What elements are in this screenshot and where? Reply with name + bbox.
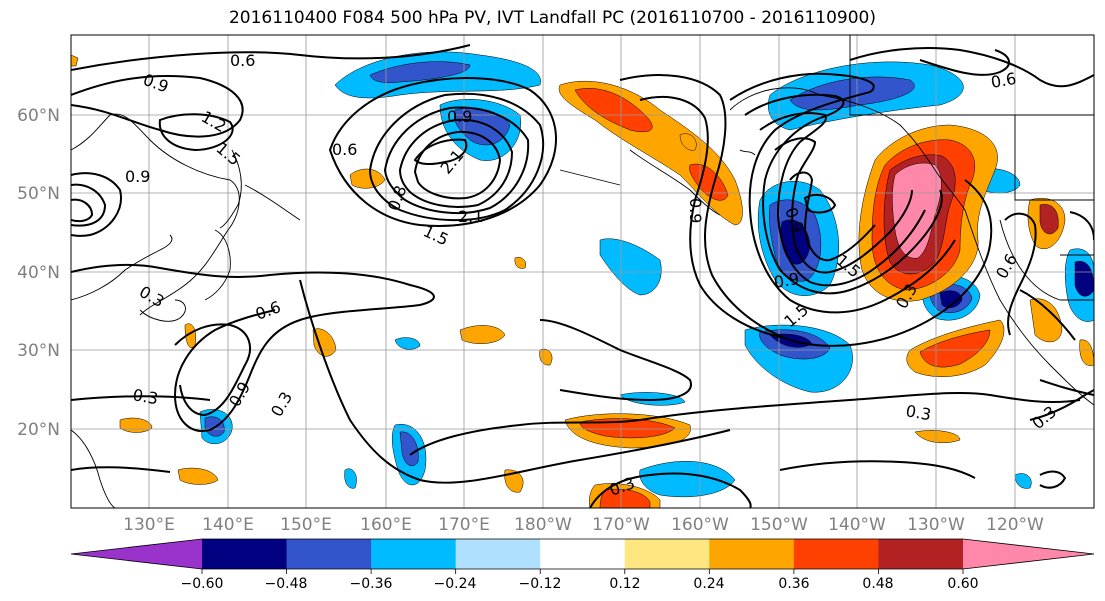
colorbar-tick-label: −0.48 xyxy=(265,576,308,592)
lon-label: 140°W xyxy=(828,515,886,535)
colorbar-tick-label: −0.60 xyxy=(181,576,224,592)
fill-positive xyxy=(689,163,729,201)
colorbar-segments xyxy=(71,539,1094,569)
fill-positive xyxy=(892,162,942,259)
fill-positive xyxy=(579,418,676,439)
colorbar-tick-label: −0.36 xyxy=(350,576,393,592)
lon-label: 170°E xyxy=(438,515,490,535)
fill-positive xyxy=(599,488,651,508)
colorbar-segment xyxy=(371,539,457,569)
colorbar-segment xyxy=(540,539,626,569)
lon-label: 160°W xyxy=(671,515,729,535)
lat-label: 50°N xyxy=(17,184,60,204)
fill-negative xyxy=(369,61,471,83)
map-frame xyxy=(70,34,1095,509)
contour-label: 0.3 xyxy=(904,401,932,424)
lon-label: 130°E xyxy=(123,515,175,535)
map-area: 0.6 0.9 1.2 1.5 0.9 0.6 0.9 0.8 2.1 1.5 … xyxy=(71,35,1094,508)
lon-label: 170°W xyxy=(592,515,650,535)
lon-label: 160°E xyxy=(360,515,412,535)
fill-positive xyxy=(71,54,79,67)
pv-contours xyxy=(71,44,1094,508)
contour-label: 0.9 xyxy=(686,198,705,223)
colorbar-tick-label: −0.24 xyxy=(434,576,477,592)
fill-positive xyxy=(177,467,219,485)
fill-positive xyxy=(1079,339,1094,366)
pv-anomaly-fills xyxy=(71,51,1094,508)
colorbar: −0.60 −0.48 −0.36 −0.24 −0.12 0.12 0.24 … xyxy=(70,538,1095,592)
colorbar-extend-low xyxy=(71,539,202,569)
colorbar-tick-label: 0.60 xyxy=(947,576,978,592)
colorbar-segment xyxy=(286,539,372,569)
lat-label: 30°N xyxy=(17,341,60,361)
fill-negative xyxy=(399,431,419,467)
fill-positive xyxy=(459,325,506,344)
colorbar-extend-high xyxy=(963,539,1094,569)
contour-label: 0.9 xyxy=(772,269,800,292)
colorbar-segment xyxy=(878,539,964,569)
colorbar-tick-label: 0.48 xyxy=(862,576,893,592)
contour-label: 0.6 xyxy=(332,140,357,159)
contour-label: 0.9 xyxy=(125,167,150,186)
lon-label: 180°W xyxy=(514,515,572,535)
colorbar-tick-label: −0.12 xyxy=(519,576,562,592)
fill-negative xyxy=(599,238,662,296)
fill-positive xyxy=(514,257,526,269)
colorbar-ticks xyxy=(201,569,964,574)
lat-label: 60°N xyxy=(17,106,60,126)
graticule xyxy=(71,35,1094,508)
lat-label: 20°N xyxy=(17,420,60,440)
colorbar-labels: −0.60 −0.48 −0.36 −0.24 −0.12 0.12 0.24 … xyxy=(181,576,979,592)
lon-label: 130°W xyxy=(907,515,965,535)
lon-label: 120°W xyxy=(986,515,1044,535)
lon-label: 150°W xyxy=(750,515,808,535)
fill-positive xyxy=(1039,204,1059,235)
colorbar-tick-label: 0.36 xyxy=(778,576,809,592)
colorbar-segment xyxy=(202,539,288,569)
fill-positive xyxy=(1029,298,1063,343)
contour-label: 0.6 xyxy=(230,51,255,70)
fill-negative xyxy=(639,461,736,498)
lon-label: 150°E xyxy=(280,515,332,535)
map-title: 2016110400 F084 500 hPa PV, IVT Landfall… xyxy=(228,8,876,28)
colorbar-segment xyxy=(709,539,795,569)
fill-positive xyxy=(574,88,653,133)
latitude-labels: 60°N 50°N 40°N 30°N 20°N xyxy=(17,106,60,440)
lon-label: 140°E xyxy=(202,515,254,535)
coastlines xyxy=(71,35,1094,508)
contour-label: 2.1 xyxy=(458,207,483,226)
fill-negative xyxy=(939,290,963,308)
colorbar-segment xyxy=(793,539,879,569)
fill-negative xyxy=(789,76,915,111)
fill-positive xyxy=(914,430,961,444)
contour-label: 0.6 xyxy=(989,69,1017,92)
colorbar-segment xyxy=(624,539,710,569)
fill-negative xyxy=(619,392,686,406)
fill-positive xyxy=(679,133,697,151)
colorbar-segment xyxy=(455,539,541,569)
fill-positive xyxy=(349,168,386,189)
fill-negative xyxy=(394,337,421,350)
contour-label: 0.9 xyxy=(447,107,472,126)
fill-negative xyxy=(1014,473,1032,489)
fill-negative xyxy=(344,468,357,489)
longitude-labels: 130°E 140°E 150°E 160°E 170°E 180°W 170°… xyxy=(123,515,1044,535)
colorbar-tick-label: 0.12 xyxy=(609,576,640,592)
lat-label: 40°N xyxy=(17,263,60,283)
colorbar-tick-label: 0.24 xyxy=(693,576,724,592)
fill-positive xyxy=(504,469,524,493)
contour-label: 0.3 xyxy=(131,385,159,408)
